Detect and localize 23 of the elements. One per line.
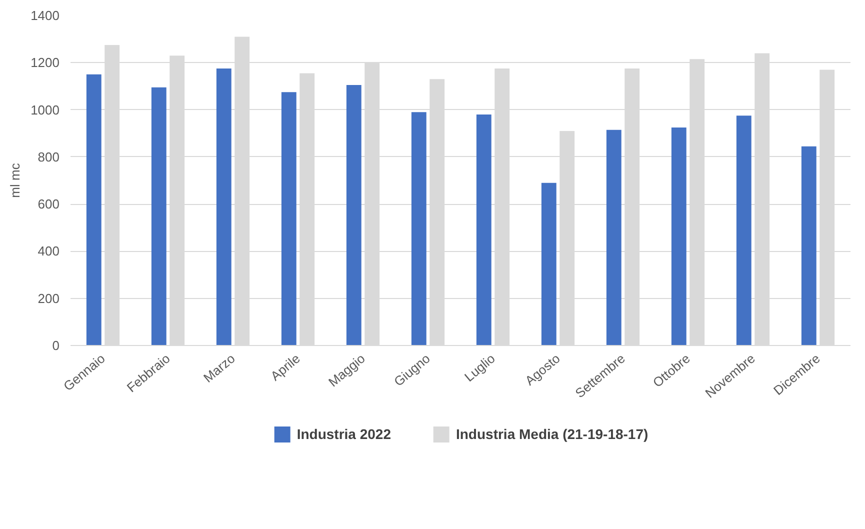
bar: [216, 68, 232, 346]
bar: [541, 182, 556, 346]
bar: [281, 92, 296, 346]
bar: [606, 130, 622, 346]
y-tick-label: 1400: [30, 8, 60, 23]
y-tick-label: 800: [38, 149, 60, 164]
legend-label: Industria 2022: [296, 426, 391, 442]
bar: [801, 146, 816, 346]
bar: [411, 112, 426, 346]
bar: [151, 87, 166, 346]
bar: [346, 85, 362, 346]
legend-label: Industria Media (21-19-18-17): [456, 426, 648, 442]
bar: [86, 74, 102, 346]
y-tick-label: 400: [38, 244, 60, 259]
y-tick-label: 1200: [30, 55, 60, 70]
y-tick-label: 1000: [30, 102, 60, 118]
y-tick-label: 600: [38, 196, 60, 212]
y-axis-title: ml mc: [8, 162, 23, 198]
bar: [736, 116, 752, 346]
y-tick-label: 0: [52, 338, 60, 353]
y-tick-label: 200: [38, 290, 60, 306]
bar: [476, 114, 492, 346]
bar: [671, 127, 686, 346]
